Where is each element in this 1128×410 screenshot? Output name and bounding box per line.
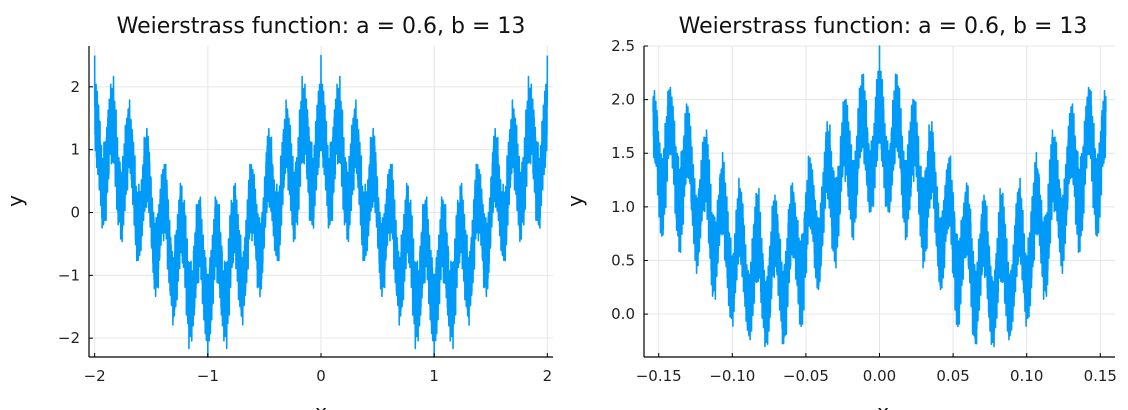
right-y-axis-label: y <box>563 195 587 207</box>
right-x-axis-label: x <box>877 400 889 410</box>
right-chart-title: Weierstrass function: a = 0.6, b = 13 <box>679 14 1088 39</box>
left-x-tick-label: 1 <box>429 367 439 385</box>
right-y-tick-label: 1.5 <box>611 144 635 162</box>
left-y-tick-label: 0 <box>70 203 80 221</box>
right-series-line <box>652 45 1107 348</box>
left-y-tick-label: 1 <box>70 141 80 159</box>
right-x-tick-label: 0.10 <box>1010 367 1043 385</box>
left-x-tick-label: 0 <box>316 367 326 385</box>
right-x-tick-label: 0.15 <box>1084 367 1117 385</box>
left-x-tick-label: 2 <box>543 367 553 385</box>
right-x-tick-label: −0.10 <box>709 367 755 385</box>
left-y-tick-label: 2 <box>70 78 80 96</box>
right-x-tick-label: −0.05 <box>783 367 829 385</box>
right-y-tick-label: 0.5 <box>611 251 635 269</box>
right-chart-panel: Weierstrass function: a = 0.6, b = 13 x … <box>563 14 1117 410</box>
left-y-axis-label: y <box>3 195 27 207</box>
right-y-tick-label: 1.0 <box>611 198 635 216</box>
right-y-tick-label: 2.0 <box>611 91 635 109</box>
right-x-tick-label: −0.15 <box>636 367 682 385</box>
left-series-line <box>93 54 549 358</box>
left-y-tick-label: −1 <box>58 266 80 284</box>
right-x-tick-label: 0.00 <box>863 367 896 385</box>
left-x-tick-label: −2 <box>84 367 106 385</box>
left-chart-panel: Weierstrass function: a = 0.6, b = 13 x … <box>3 14 553 410</box>
right-y-tick-label: 2.5 <box>611 37 635 55</box>
left-x-axis-label: x <box>315 400 327 410</box>
right-x-tick-label: 0.05 <box>936 367 969 385</box>
left-y-tick-label: −2 <box>58 329 80 347</box>
right-y-tick-label: 0.0 <box>611 305 635 323</box>
left-x-tick-label: −1 <box>197 367 219 385</box>
left-chart-title: Weierstrass function: a = 0.6, b = 13 <box>117 14 526 39</box>
